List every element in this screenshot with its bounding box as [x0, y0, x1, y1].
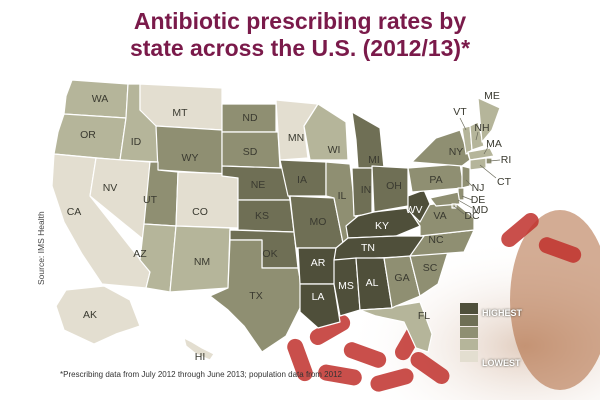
state-label-sc: SC — [423, 262, 438, 274]
state-label-mn: MN — [288, 132, 304, 144]
state-label-in: IN — [361, 184, 372, 196]
state-label-mo: MO — [310, 216, 327, 228]
leader-line-vt — [459, 117, 467, 131]
state-label-ny: NY — [449, 146, 464, 158]
leader-line-ma — [483, 146, 489, 155]
state-label-ri: RI — [501, 154, 512, 166]
state-label-ct: CT — [497, 176, 512, 188]
state-label-wy: WY — [182, 152, 199, 164]
map-title: Antibiotic prescribing rates by state ac… — [60, 8, 540, 62]
state-label-ms: MS — [338, 280, 354, 292]
state-nj — [461, 165, 471, 189]
leader-line-nh — [475, 131, 479, 141]
title-line-2: state across the U.S. (2012/13)* — [129, 35, 471, 61]
state-wy — [155, 125, 223, 175]
state-label-la: LA — [312, 291, 325, 303]
state-fl — [359, 301, 433, 353]
source-note: Source: IMS Health — [36, 211, 46, 285]
state-label-il: IL — [338, 190, 347, 202]
leader-line-md — [457, 199, 473, 209]
state-label-ak: AK — [83, 309, 97, 321]
state-label-dc: DC — [464, 210, 480, 222]
state-label-ia: IA — [297, 174, 307, 186]
state-tx — [209, 239, 305, 353]
state-co — [175, 171, 239, 229]
state-label-ne: NE — [251, 179, 266, 191]
state-label-nd: ND — [242, 112, 258, 124]
leader-line-de — [461, 195, 473, 201]
legend-swatch-5 — [460, 303, 478, 314]
state-label-sd: SD — [243, 146, 258, 158]
state-label-hi: HI — [195, 351, 206, 363]
state-label-pa: PA — [429, 174, 442, 186]
state-label-nv: NV — [103, 182, 118, 194]
state-me — [477, 97, 501, 143]
state-label-al: AL — [366, 277, 379, 289]
state-label-wv: WV — [406, 204, 423, 216]
legend — [460, 303, 478, 363]
state-label-wa: WA — [92, 93, 109, 105]
state-label-tx: TX — [249, 290, 262, 302]
footnote: *Prescribing data from July 2012 through… — [60, 370, 342, 379]
leader-line-nj — [465, 179, 473, 187]
legend-swatch-3 — [460, 327, 478, 338]
state-ga — [383, 255, 421, 309]
legend-lowest-label: LOWEST — [482, 358, 521, 368]
state-wi — [303, 103, 349, 161]
state-label-id: ID — [131, 136, 142, 148]
state-label-mt: MT — [172, 107, 188, 119]
state-hi — [183, 337, 215, 361]
legend-swatch-2 — [460, 339, 478, 350]
state-md — [429, 191, 461, 207]
state-label-ut: UT — [143, 194, 158, 206]
state-ak — [55, 285, 141, 345]
state-label-nm: NM — [194, 256, 210, 268]
state-label-me: ME — [484, 90, 500, 102]
leader-line-dc — [453, 205, 465, 215]
state-label-co: CO — [192, 206, 208, 218]
state-label-ks: KS — [255, 210, 269, 222]
state-label-nj: NJ — [472, 182, 485, 194]
state-label-nc: NC — [428, 234, 444, 246]
state-label-ca: CA — [67, 206, 82, 218]
state-label-fl: FL — [418, 310, 430, 322]
state-label-ma: MA — [486, 138, 502, 150]
state-label-az: AZ — [133, 248, 147, 260]
state-label-oh: OH — [386, 180, 402, 192]
state-la — [299, 283, 341, 329]
leader-line-ct — [479, 164, 497, 179]
state-label-ok: OK — [262, 248, 277, 260]
state-label-va: VA — [433, 210, 446, 222]
state-label-wi: WI — [328, 144, 341, 156]
state-label-de: DE — [471, 194, 486, 206]
state-ma — [467, 147, 495, 161]
legend-highest-label: HIGHEST — [482, 308, 523, 318]
title-line-1: Antibiotic prescribing rates by — [133, 8, 467, 34]
state-label-mi: MI — [368, 154, 380, 166]
state-ms — [333, 257, 361, 317]
state-label-tn: TN — [361, 242, 375, 254]
state-label-ga: GA — [394, 272, 409, 284]
state-label-or: OR — [80, 129, 96, 141]
state-label-nh: NH — [474, 122, 489, 134]
state-label-md: MD — [472, 204, 489, 216]
state-label-vt: VT — [453, 106, 467, 118]
state-label-ky: KY — [375, 220, 389, 232]
leader-line-ri — [489, 159, 501, 162]
state-label-ar: AR — [311, 257, 326, 269]
legend-swatch-1 — [460, 351, 478, 362]
legend-swatch-4 — [460, 315, 478, 326]
